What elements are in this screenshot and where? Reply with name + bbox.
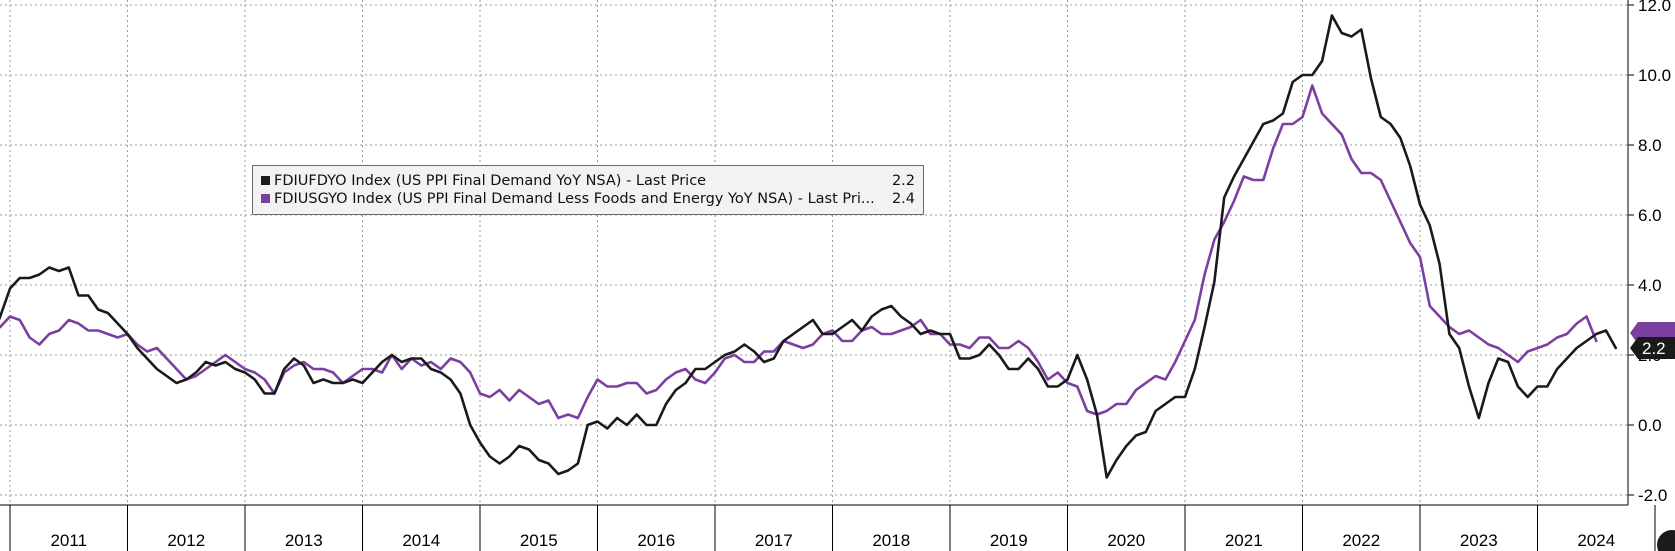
last-value-badge-series-1 xyxy=(1630,337,1675,359)
legend-label-series-1: FDIUFDYO Index (US PPI Final Demand YoY … xyxy=(274,173,707,189)
series-line-1[interactable] xyxy=(0,14,1618,479)
x-tick-label: 2019 xyxy=(990,531,1028,550)
y-axis-ticks: 12.010.08.06.04.02.00.0-2.0 xyxy=(1628,0,1671,505)
series-line-2[interactable] xyxy=(0,84,1598,420)
x-tick-label: 2018 xyxy=(872,531,910,550)
x-tick-label: 2017 xyxy=(755,531,793,550)
y-tick-label: 0.0 xyxy=(1638,416,1662,435)
x-tick-label: 2021 xyxy=(1225,531,1263,550)
x-tick-label: 2020 xyxy=(1107,531,1145,550)
x-tick-label: 2016 xyxy=(637,531,675,550)
axes xyxy=(0,0,1629,506)
legend[interactable]: FDIUFDYO Index (US PPI Final Demand YoY … xyxy=(252,165,924,215)
x-tick-label: 2011 xyxy=(50,531,87,550)
legend-item-series-2[interactable]: FDIUSGYO Index (US PPI Final Demand Less… xyxy=(261,190,915,208)
x-tick-label: 2012 xyxy=(167,531,205,550)
legend-item-series-1[interactable]: FDIUFDYO Index (US PPI Final Demand YoY … xyxy=(261,172,915,190)
y-tick-label: 6.0 xyxy=(1638,206,1662,225)
x-tick-label: 2023 xyxy=(1460,531,1498,550)
legend-swatch-series-2 xyxy=(261,194,270,203)
last-value-badge-text: 2.2 xyxy=(1642,339,1666,358)
y-tick-label: 4.0 xyxy=(1638,276,1662,295)
chart-options-icon[interactable] xyxy=(1657,530,1675,551)
grid xyxy=(0,0,1628,505)
y-tick-label: 8.0 xyxy=(1638,136,1662,155)
legend-swatch-series-1 xyxy=(261,176,270,185)
x-tick-label: 2015 xyxy=(520,531,558,550)
x-axis-ticks: 2011 2012 2013 2014 2015 2016 2017 2018 2019 2020… xyxy=(9,505,1656,551)
x-tick-label: 2013 xyxy=(285,531,323,550)
legend-value-series-2: 2.4 xyxy=(891,191,915,207)
x-tick-label: 2014 xyxy=(402,531,440,550)
y-tick-label: 12.0 xyxy=(1638,0,1671,15)
series xyxy=(0,14,1618,479)
legend-value-series-1: 2.2 xyxy=(891,173,915,189)
last-value-badges: 2.2 xyxy=(1630,322,1675,359)
y-tick-label: 10.0 xyxy=(1638,66,1671,85)
legend-label-series-2: FDIUSGYO Index (US PPI Final Demand Less… xyxy=(274,191,875,207)
y-tick-label: -2.0 xyxy=(1638,486,1667,505)
x-tick-label: 2022 xyxy=(1342,531,1380,550)
x-tick-label: 2024 xyxy=(1577,531,1615,550)
